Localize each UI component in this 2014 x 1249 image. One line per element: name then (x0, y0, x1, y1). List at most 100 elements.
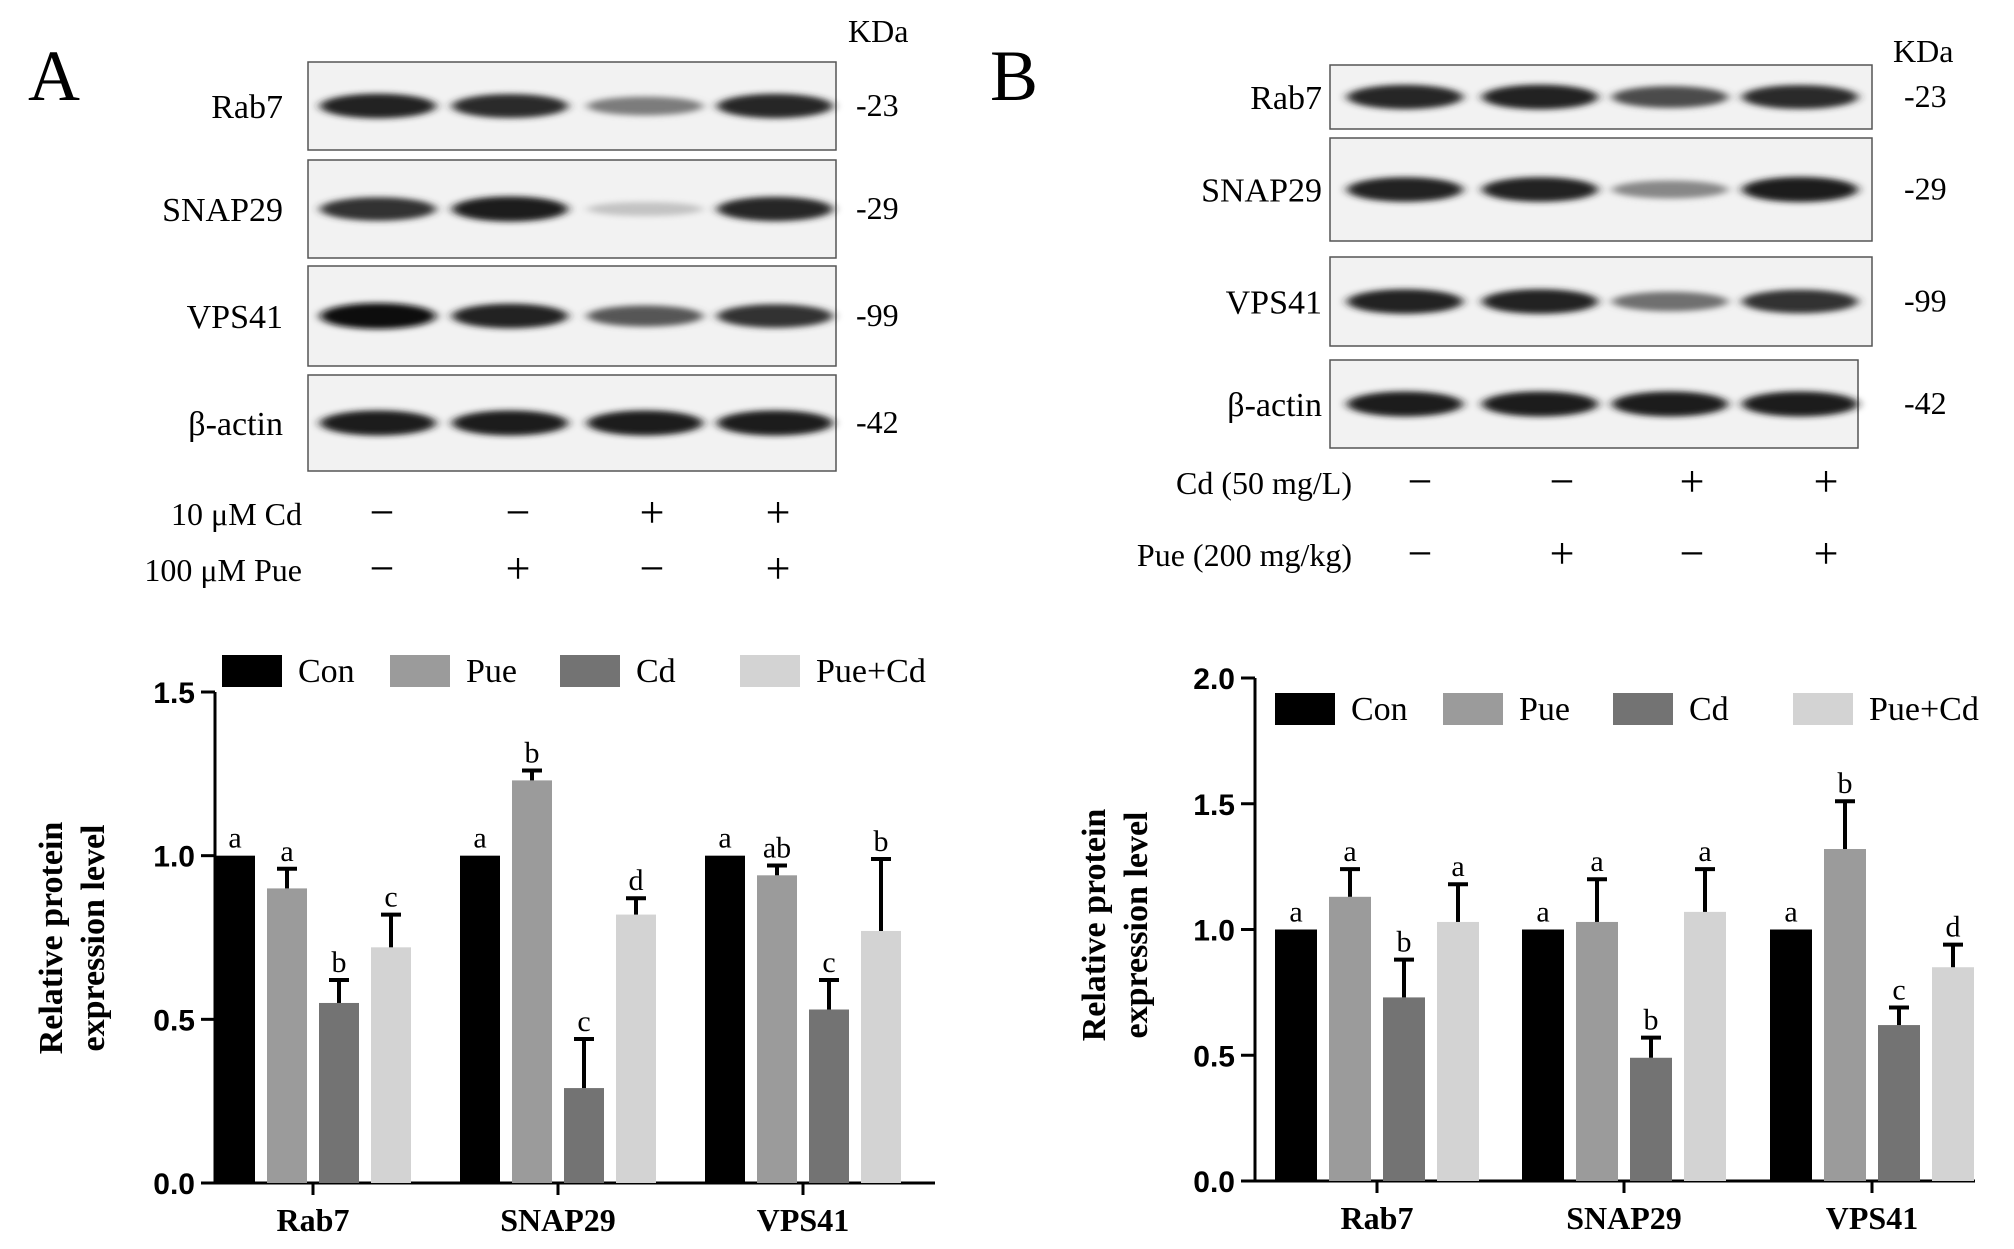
bar (1878, 1025, 1920, 1181)
significance-letter: c (577, 1005, 590, 1038)
blot-band (1742, 176, 1858, 203)
treatment-sign: − (1680, 529, 1705, 578)
blot-band (587, 410, 703, 436)
blot-mw-label: -23 (856, 87, 899, 123)
blot-band (452, 196, 568, 222)
blot-band (1482, 84, 1598, 110)
blot-band (320, 410, 436, 436)
significance-letter: b (1644, 1004, 1659, 1037)
bar (564, 1088, 604, 1183)
blot-band (717, 196, 833, 222)
bar (1329, 896, 1371, 1181)
blot-protein-label: SNAP29 (162, 192, 283, 229)
blot-mw-label: -23 (1904, 78, 1947, 114)
significance-letter: a (1590, 845, 1603, 878)
legend-swatch (1793, 693, 1853, 725)
bar-chart-b: 0.0 0.5 1.0 1.5 2.0 Relative protein expressio… (1076, 663, 1979, 1236)
blot-mw-label: -29 (856, 190, 899, 226)
bar (1770, 929, 1812, 1181)
treatment-sign: + (766, 544, 791, 593)
bar (319, 1002, 359, 1183)
significance-letter: a (1698, 835, 1711, 868)
x-tick-label: SNAP29 (500, 1202, 616, 1238)
treatment-sign: − (506, 488, 531, 537)
y-tick-label: 0.5 (153, 1004, 195, 1037)
y-tick-label: 1.0 (1193, 915, 1235, 948)
bar (861, 930, 901, 1183)
treatment-sign: − (1408, 457, 1433, 506)
blot-protein-label: VPS41 (187, 299, 283, 336)
blot-band (1612, 291, 1728, 312)
blot-band (1482, 177, 1598, 202)
kda-label-b: KDa (1893, 33, 1953, 69)
legend-entry: Pue+Cd (1869, 691, 1979, 728)
x-tick-label: VPS41 (757, 1202, 849, 1238)
legend-swatch (560, 655, 620, 687)
treatment-label: 10 μM Cd (171, 496, 302, 532)
significance-letter: a (473, 822, 486, 855)
blot-band (452, 93, 568, 119)
legend-entry: Cd (1689, 691, 1729, 728)
legend-swatch (740, 655, 800, 687)
panel-letter-a: A (28, 36, 80, 116)
blot-band (1347, 289, 1463, 314)
bar-chart-a: 0.0 0.5 1.0 1.5 Relative protein expression l… (33, 653, 935, 1238)
significance-letter: b (525, 737, 540, 770)
blot-band (717, 304, 833, 328)
significance-letter: b (1838, 767, 1853, 800)
legend-swatch (390, 655, 450, 687)
blot-protein-label: SNAP29 (1201, 173, 1322, 210)
blot-band (1347, 177, 1463, 202)
bar (267, 888, 307, 1183)
y-axis-label: Relative protein expression level (1076, 809, 1155, 1042)
treatment-sign: − (640, 544, 665, 593)
significance-letter: c (384, 881, 397, 914)
blot-protein-label: Rab7 (1250, 80, 1322, 117)
bar (809, 1009, 849, 1183)
bar (371, 947, 411, 1183)
legend-entry: Pue (1519, 691, 1570, 728)
bar (1932, 967, 1974, 1181)
treatment-sign: − (1550, 457, 1575, 506)
blot-protein-label: VPS41 (1226, 285, 1322, 322)
bar (757, 875, 797, 1183)
blot-band (1347, 84, 1463, 110)
x-tick-label: SNAP29 (1566, 1200, 1682, 1236)
blot-band (320, 197, 436, 221)
treatment-label: 100 μM Pue (144, 552, 302, 588)
significance-letter: a (1451, 850, 1464, 883)
significance-letter: d (1946, 911, 1961, 944)
treatment-sign: − (370, 544, 395, 593)
blot-band (1612, 180, 1728, 199)
bar (1630, 1057, 1672, 1181)
treatment-sign: + (1680, 457, 1705, 506)
legend-swatch (1275, 693, 1335, 725)
bar (460, 855, 500, 1183)
blot-protein-label: β-actin (188, 406, 283, 443)
significance-letter: ab (763, 831, 791, 864)
x-tick-label: Rab7 (1341, 1200, 1414, 1236)
blot-mw-label: -42 (856, 404, 899, 440)
western-blot-panel-a: Rab7 -23 SNAP29 -29 VPS41 -99 β-actin -42 10 μM … (144, 61, 899, 593)
legend-entry: Con (298, 653, 355, 690)
treatment-sign: + (1814, 457, 1839, 506)
blot-mw-label: -42 (1904, 385, 1947, 421)
y-tick-label: 0.5 (1193, 1040, 1235, 1073)
treatment-sign: + (506, 544, 531, 593)
significance-letter: a (1343, 835, 1356, 868)
blot-mw-label: -29 (1904, 171, 1947, 207)
y-tick-label: 0.0 (153, 1168, 195, 1201)
bar (1383, 997, 1425, 1181)
significance-letter: b (332, 946, 347, 979)
significance-letter: a (1784, 896, 1797, 929)
treatment-label: Cd (50 mg/L) (1176, 465, 1352, 501)
treatment-label: Pue (200 mg/kg) (1137, 537, 1352, 573)
blot-band (1612, 86, 1728, 108)
significance-letter: a (1289, 896, 1302, 929)
y-tick-label: 2.0 (1193, 663, 1235, 696)
panel-letter-b: B (990, 36, 1038, 116)
blot-band (1347, 391, 1463, 417)
blot-protein-label: β-actin (1227, 387, 1322, 424)
legend-swatch (1443, 693, 1503, 725)
treatment-sign: + (640, 488, 665, 537)
